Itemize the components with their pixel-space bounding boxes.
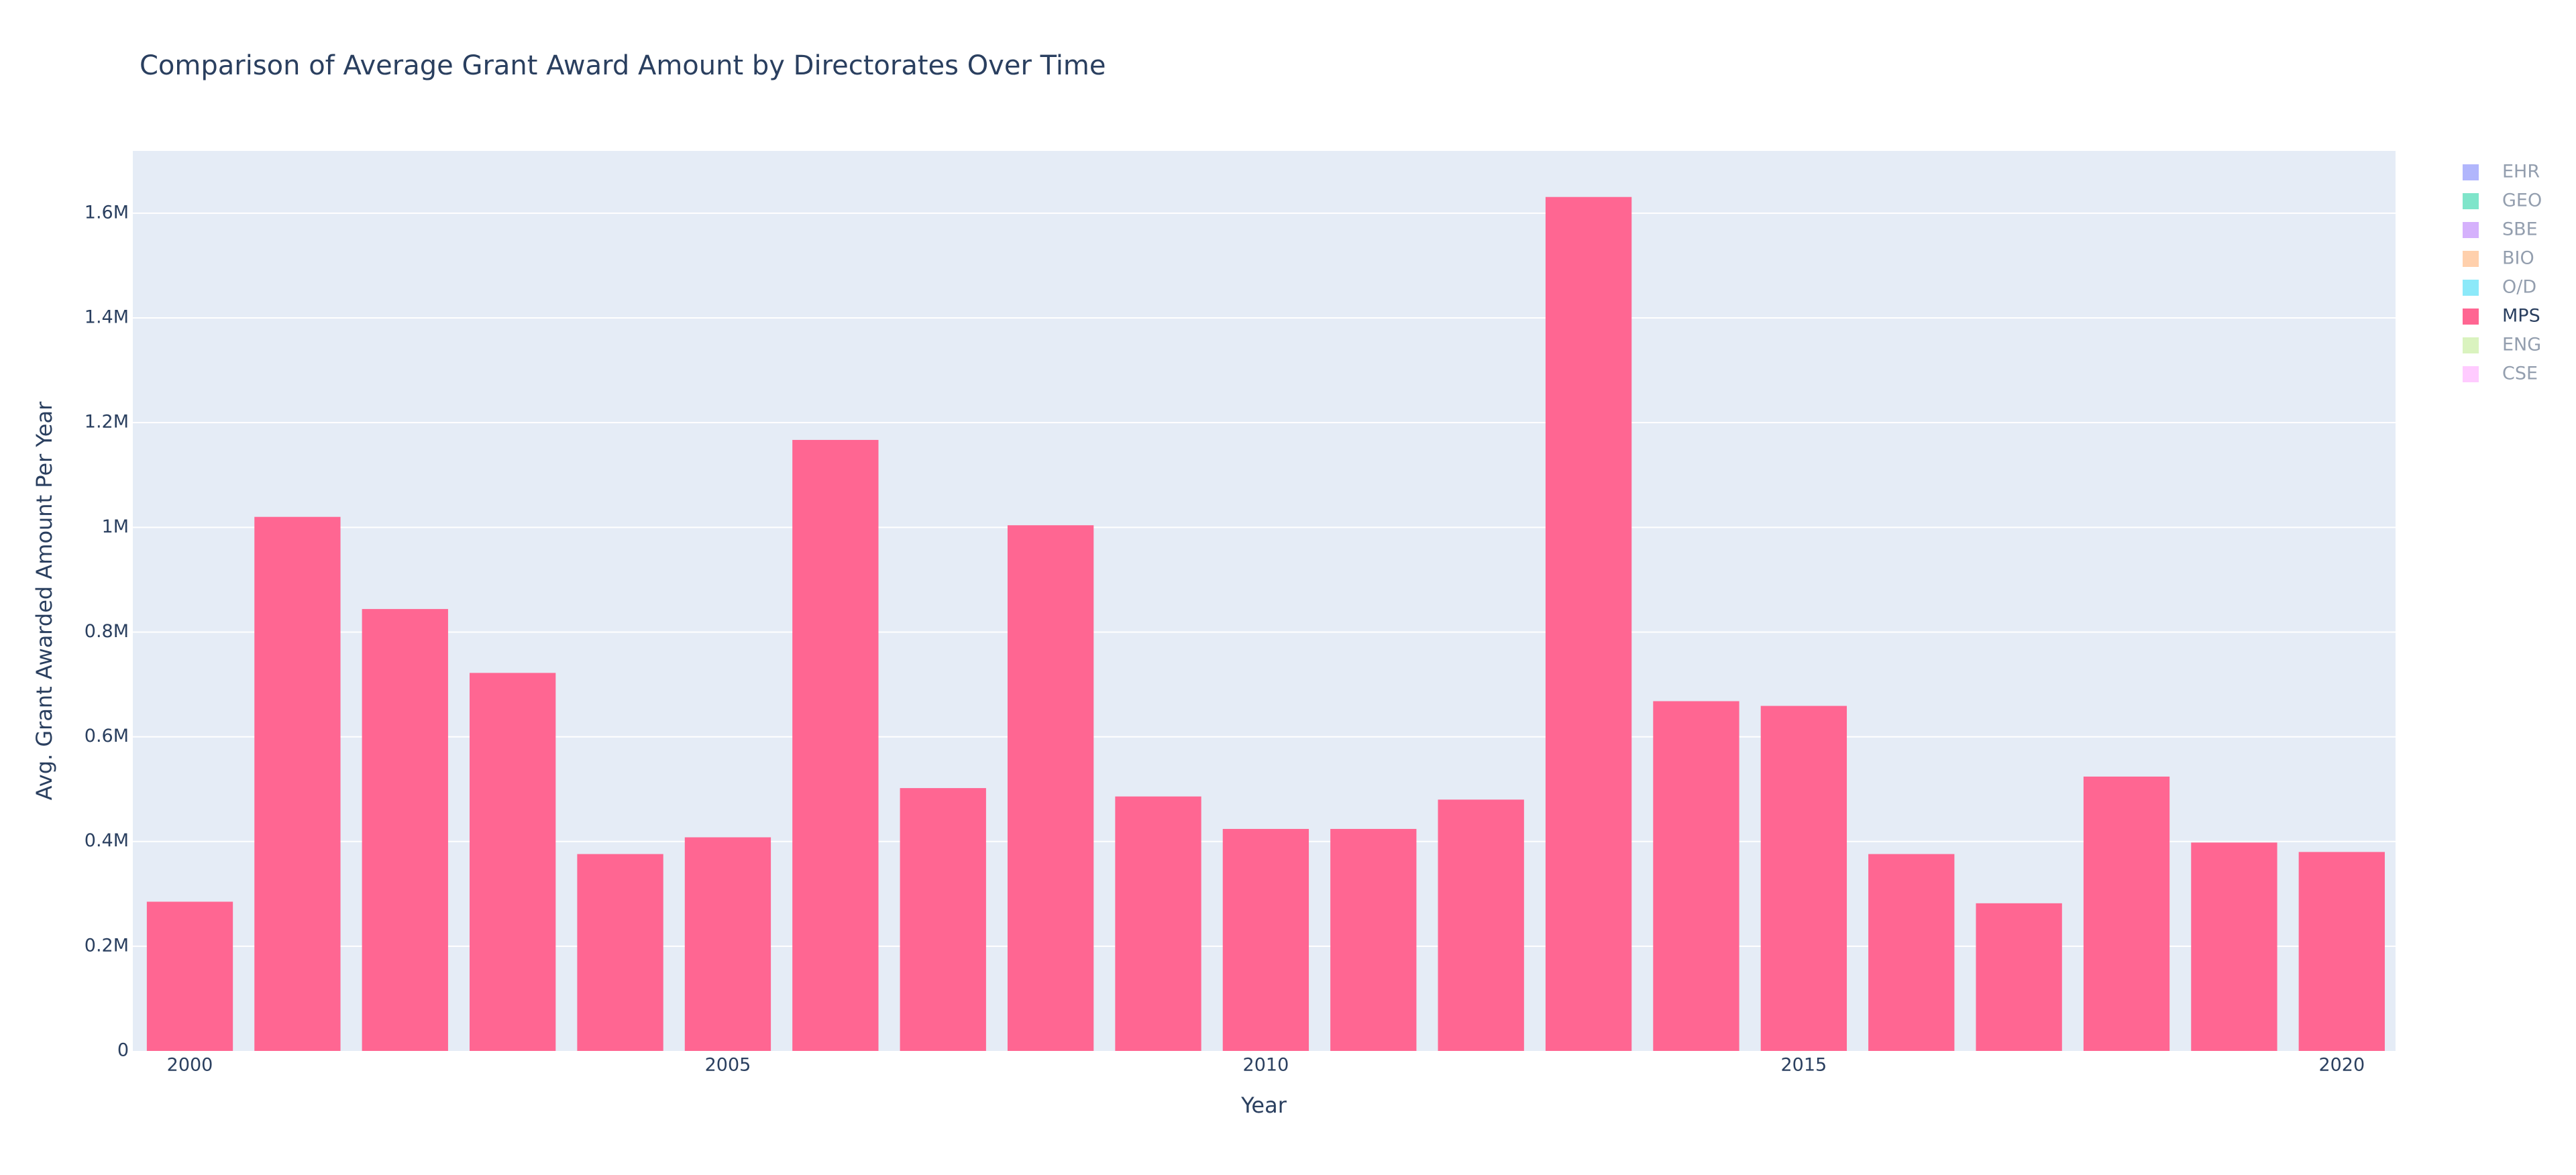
bar	[254, 516, 341, 1051]
bar	[900, 788, 986, 1051]
legend-swatch[interactable]	[2463, 280, 2479, 296]
legend-swatch[interactable]	[2463, 251, 2479, 267]
bar	[2191, 842, 2277, 1051]
bar	[1007, 525, 1094, 1051]
x-axis-title: Year	[1240, 1093, 1287, 1118]
y-tick-label: 0.6M	[85, 726, 129, 746]
bar	[1115, 796, 1201, 1051]
legend-label[interactable]: ENG	[2502, 335, 2541, 355]
legend-label[interactable]: EHR	[2502, 162, 2540, 182]
bar	[1438, 799, 1524, 1051]
bar	[1976, 903, 2062, 1051]
bar	[792, 439, 879, 1051]
legend-label[interactable]: BIO	[2502, 248, 2534, 269]
bar	[1868, 854, 1955, 1051]
x-tick-label: 2005	[705, 1055, 751, 1076]
legend-swatch[interactable]	[2463, 193, 2479, 209]
bar	[684, 837, 771, 1051]
y-tick-label: 1.2M	[85, 412, 129, 433]
legend-swatch[interactable]	[2463, 164, 2479, 180]
bar	[577, 854, 663, 1051]
x-tick-label: 2010	[1243, 1055, 1289, 1076]
legend-swatch[interactable]	[2463, 337, 2479, 353]
y-tick-label: 1.4M	[85, 307, 129, 328]
bar	[362, 609, 448, 1051]
legend-label[interactable]: MPS	[2502, 306, 2540, 327]
legend-label[interactable]: O/D	[2502, 277, 2536, 298]
bar	[1760, 706, 1847, 1051]
legend-label[interactable]: GEO	[2502, 190, 2542, 211]
bar	[2298, 852, 2385, 1051]
bar	[146, 901, 233, 1051]
chart-title: Comparison of Average Grant Award Amount…	[140, 50, 1106, 81]
x-tick-label: 2015	[1780, 1055, 1827, 1076]
bar	[1653, 701, 1739, 1051]
bar	[1330, 828, 1417, 1051]
y-tick-label: 0.4M	[85, 830, 129, 851]
y-tick-label: 1.6M	[85, 202, 129, 223]
y-axis-title: Avg. Grant Awarded Amount Per Year	[32, 401, 57, 800]
bar	[2083, 776, 2170, 1051]
legend-swatch[interactable]	[2463, 309, 2479, 325]
legend-label[interactable]: SBE	[2502, 219, 2538, 240]
x-tick-label: 2000	[167, 1055, 213, 1076]
legend-label[interactable]: CSE	[2502, 363, 2538, 384]
y-tick-label: 0	[117, 1040, 129, 1061]
x-tick-label: 2020	[2318, 1055, 2365, 1076]
bar	[470, 673, 556, 1051]
y-tick-label: 0.8M	[85, 621, 129, 642]
legend-swatch[interactable]	[2463, 222, 2479, 238]
y-tick-label: 0.2M	[85, 935, 129, 956]
y-tick-label: 1M	[102, 516, 129, 537]
bar	[1545, 197, 1632, 1051]
legend-swatch[interactable]	[2463, 366, 2479, 382]
bar	[1222, 828, 1309, 1051]
